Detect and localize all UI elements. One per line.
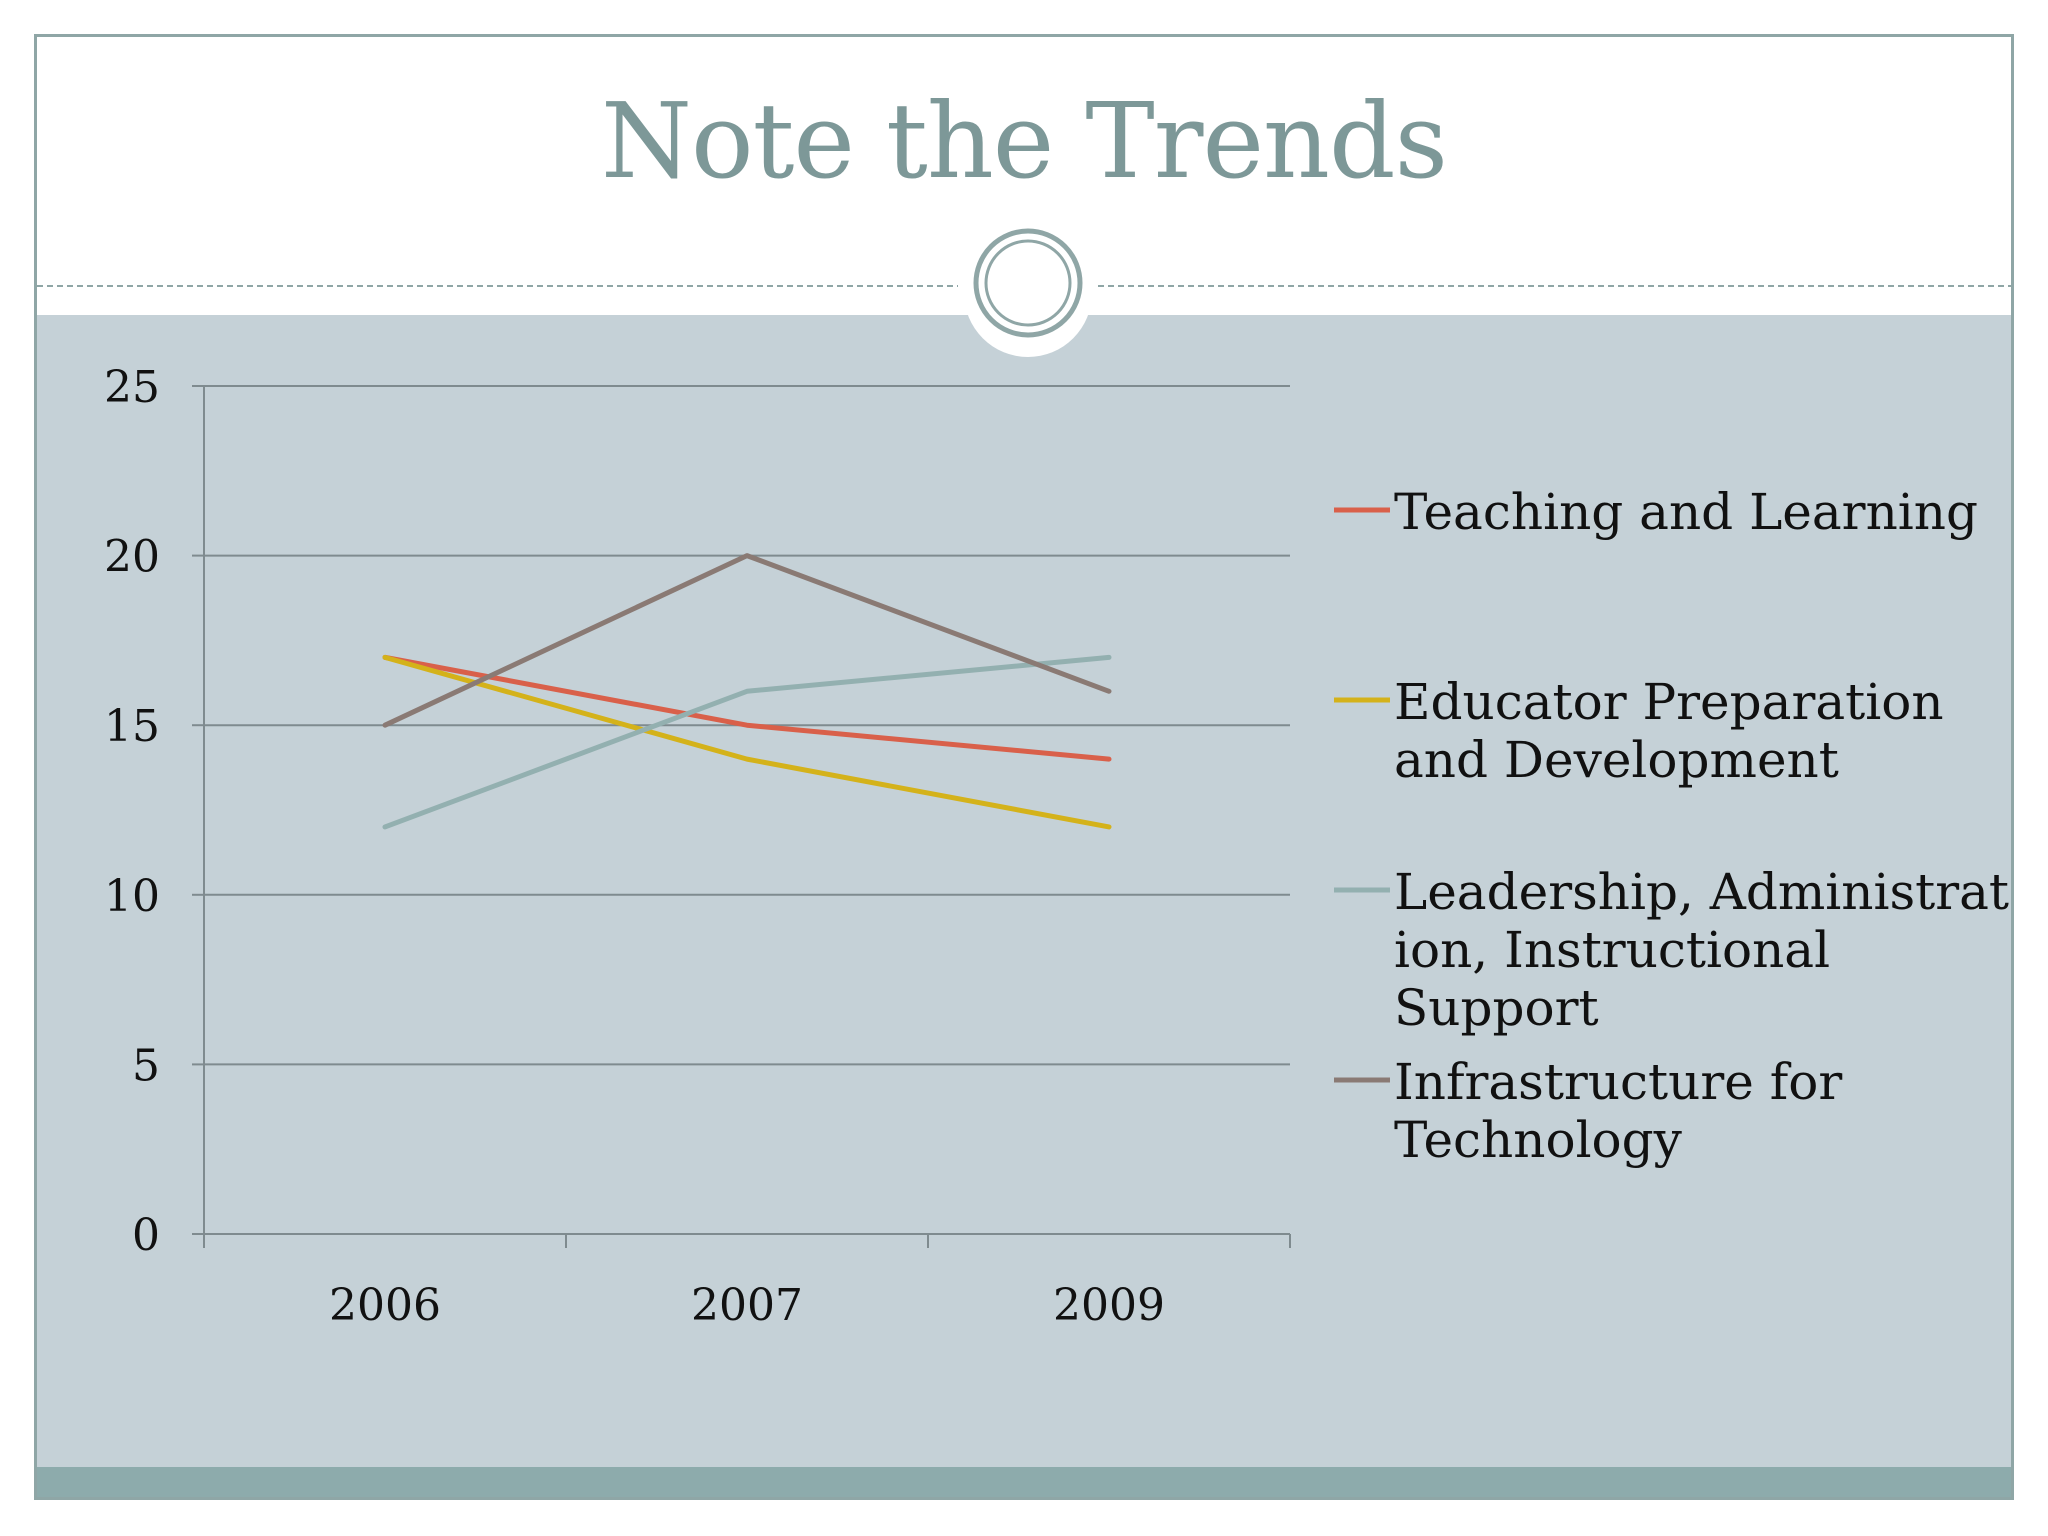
y-tick-label: 5: [132, 1040, 160, 1091]
footer-band: [37, 1467, 2011, 1497]
legend-label: ion, Instructional: [1394, 921, 1830, 979]
legend-label: Teaching and Learning: [1394, 483, 1978, 541]
x-tick-label: 2009: [1053, 1280, 1165, 1331]
legend: Teaching and Learning Educator Preparatio…: [1334, 483, 2009, 1169]
y-tick-label: 0: [132, 1210, 160, 1261]
legend-label: Educator Preparation: [1394, 673, 1944, 731]
legend-label: and Development: [1394, 731, 1839, 789]
series-line-2: [382, 654, 1112, 830]
series-line-4: [382, 553, 1112, 728]
y-tick-label: 10: [104, 871, 160, 922]
legend-label: Technology: [1394, 1111, 1683, 1169]
series-lines: [382, 553, 1112, 830]
y-tick-label: 15: [104, 701, 160, 752]
y-tick-label: 20: [104, 532, 160, 583]
y-tick-label: 25: [104, 362, 160, 413]
x-tick-label: 2007: [691, 1280, 803, 1331]
slide-title: Note the Trends: [601, 80, 1448, 202]
legend-label: Support: [1394, 979, 1599, 1037]
x-tick-label: 2006: [329, 1280, 441, 1331]
legend-label: Leadership, Administrat: [1394, 863, 2009, 921]
divider-ornament-outer-ring: [973, 228, 1083, 338]
content-panel: [37, 315, 2011, 1467]
series-line-3: [382, 654, 1112, 830]
series-line-1: [382, 654, 1112, 762]
divider-ornament-inner-ring: [984, 239, 1072, 327]
legend-label: Infrastructure for: [1394, 1053, 1842, 1111]
axes: 0 5 10 15 20 25 2006 2007 2009: [104, 362, 1291, 1331]
